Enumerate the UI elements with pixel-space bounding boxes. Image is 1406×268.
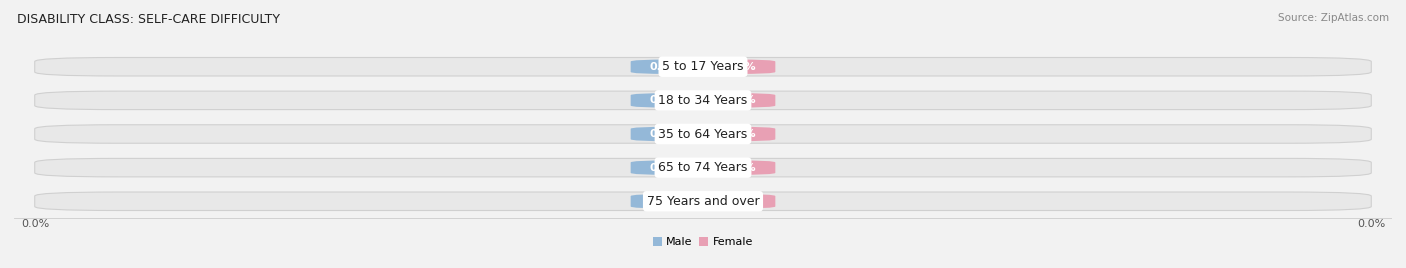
FancyBboxPatch shape xyxy=(706,194,775,209)
FancyBboxPatch shape xyxy=(706,59,775,74)
Text: 0.0%: 0.0% xyxy=(725,196,756,206)
Legend: Male, Female: Male, Female xyxy=(648,233,758,252)
Text: 0.0%: 0.0% xyxy=(725,95,756,105)
Text: 18 to 34 Years: 18 to 34 Years xyxy=(658,94,748,107)
FancyBboxPatch shape xyxy=(35,125,1371,143)
FancyBboxPatch shape xyxy=(35,91,1371,110)
FancyBboxPatch shape xyxy=(706,161,775,175)
FancyBboxPatch shape xyxy=(631,161,700,175)
FancyBboxPatch shape xyxy=(706,127,775,141)
Text: 0.0%: 0.0% xyxy=(725,62,756,72)
Text: 0.0%: 0.0% xyxy=(650,129,681,139)
Text: Source: ZipAtlas.com: Source: ZipAtlas.com xyxy=(1278,13,1389,23)
Text: 0.0%: 0.0% xyxy=(650,62,681,72)
Text: 0.0%: 0.0% xyxy=(650,163,681,173)
Text: 0.0%: 0.0% xyxy=(1357,219,1385,229)
Text: 75 Years and over: 75 Years and over xyxy=(647,195,759,208)
Text: 5 to 17 Years: 5 to 17 Years xyxy=(662,60,744,73)
Text: 35 to 64 Years: 35 to 64 Years xyxy=(658,128,748,140)
FancyBboxPatch shape xyxy=(35,158,1371,177)
FancyBboxPatch shape xyxy=(35,58,1371,76)
FancyBboxPatch shape xyxy=(631,59,700,74)
Text: 0.0%: 0.0% xyxy=(725,163,756,173)
Text: 0.0%: 0.0% xyxy=(650,196,681,206)
FancyBboxPatch shape xyxy=(35,192,1371,210)
Text: 0.0%: 0.0% xyxy=(650,95,681,105)
FancyBboxPatch shape xyxy=(631,127,700,141)
Text: 0.0%: 0.0% xyxy=(21,219,49,229)
Text: DISABILITY CLASS: SELF-CARE DIFFICULTY: DISABILITY CLASS: SELF-CARE DIFFICULTY xyxy=(17,13,280,27)
Text: 0.0%: 0.0% xyxy=(725,129,756,139)
FancyBboxPatch shape xyxy=(631,194,700,209)
FancyBboxPatch shape xyxy=(631,93,700,107)
FancyBboxPatch shape xyxy=(706,93,775,107)
Text: 65 to 74 Years: 65 to 74 Years xyxy=(658,161,748,174)
